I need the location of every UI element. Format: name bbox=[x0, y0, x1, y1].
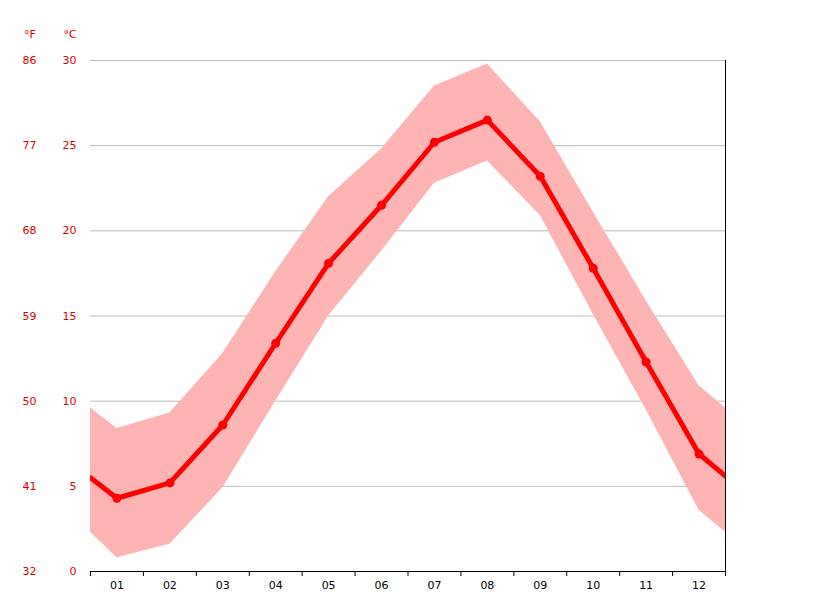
svg-text:06: 06 bbox=[375, 579, 389, 592]
svg-text:11: 11 bbox=[639, 579, 653, 592]
html-text:°C: °C bbox=[63, 28, 77, 41]
svg-text:09: 09 bbox=[533, 579, 547, 592]
svg-text:20: 20 bbox=[63, 224, 77, 237]
svg-text:04: 04 bbox=[269, 579, 283, 592]
svg-text:50: 50 bbox=[23, 395, 37, 408]
svg-text:05: 05 bbox=[322, 579, 336, 592]
svg-text:77: 77 bbox=[23, 139, 37, 152]
svg-text:25: 25 bbox=[63, 139, 77, 152]
svg-text:30: 30 bbox=[63, 54, 77, 67]
svg-text:10: 10 bbox=[63, 395, 77, 408]
svg-text:10: 10 bbox=[586, 579, 600, 592]
svg-text:08: 08 bbox=[480, 579, 494, 592]
svg-text:12: 12 bbox=[692, 579, 706, 592]
svg-text:01: 01 bbox=[110, 579, 124, 592]
svg-text:41: 41 bbox=[23, 480, 37, 493]
svg-text:0: 0 bbox=[70, 565, 77, 578]
svg-text:02: 02 bbox=[163, 579, 177, 592]
html-text:°F: °F bbox=[24, 28, 36, 41]
svg-text:07: 07 bbox=[427, 579, 441, 592]
svg-text:5: 5 bbox=[70, 480, 77, 493]
svg-text:32: 32 bbox=[23, 565, 37, 578]
svg-text:59: 59 bbox=[23, 310, 37, 323]
svg-text:03: 03 bbox=[216, 579, 230, 592]
svg-text:15: 15 bbox=[63, 310, 77, 323]
svg-text:68: 68 bbox=[23, 224, 37, 237]
svg-text:86: 86 bbox=[23, 54, 37, 67]
